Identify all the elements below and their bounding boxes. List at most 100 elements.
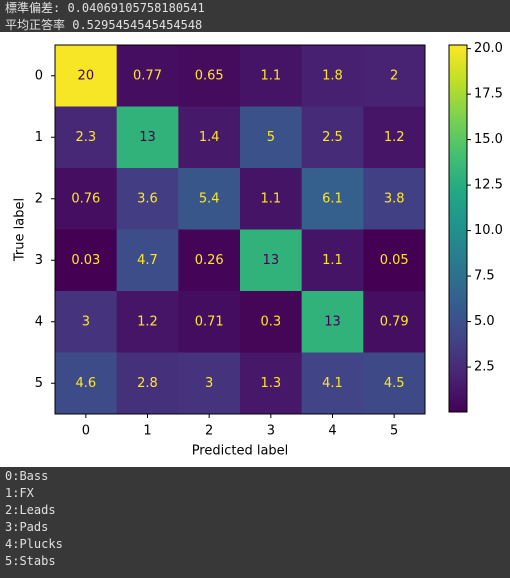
cell-label: 3 (82, 314, 90, 329)
cell-label: 3.6 (137, 191, 158, 206)
cell-label: 1.1 (322, 253, 343, 268)
footer-line: 4:Plucks (5, 537, 63, 551)
cell-label: 0.3 (260, 314, 281, 329)
cell (178, 229, 241, 292)
cell (116, 291, 179, 353)
cell (55, 229, 118, 292)
chart: 20 0.77 0.65 1.1 1.8 22.3 13 1.4 5 2.5 1.20.76 3.6 5… (0, 32, 510, 467)
cell (178, 106, 241, 169)
x-tick-label: 2 (205, 424, 213, 439)
colorbar-tick-label: 10.0 (474, 223, 503, 238)
cell (240, 45, 303, 107)
x-tick-label: 1 (143, 424, 151, 439)
x-tick-label: 5 (390, 424, 398, 439)
cell-label: 3 (205, 376, 213, 391)
footer-line: 5:Stabs (5, 554, 56, 568)
cell-label: 5.4 (199, 191, 220, 206)
cell-label: 0.05 (380, 253, 409, 268)
footer-line: 2:Leads (5, 503, 56, 517)
cell (55, 106, 118, 169)
cell-label: 5 (267, 130, 275, 145)
colorbar-tick-label: 7.5 (474, 269, 495, 284)
cell (178, 291, 241, 353)
x-axis-label: Predicted label (192, 444, 289, 459)
cell (363, 229, 426, 292)
cell (301, 229, 364, 292)
header-line: 標準偏差: 0.04069105758180541 (5, 1, 205, 15)
cell (301, 168, 364, 230)
cell-label: 0.03 (71, 253, 100, 268)
cell-label: 13 (139, 130, 156, 145)
cell-label: 0.79 (380, 314, 409, 329)
cell-label: 2.5 (322, 130, 343, 145)
y-axis-label: True label (13, 198, 28, 262)
colorbar-tick-label: 2.5 (474, 360, 495, 375)
cell (363, 352, 426, 415)
x-tick-label: 3 (267, 424, 275, 439)
cell (116, 168, 179, 230)
cell (55, 352, 118, 415)
cell (55, 168, 118, 230)
cell-label: 3.8 (384, 191, 405, 206)
x-tick-label: 0 (82, 424, 90, 439)
cell-label: 4.7 (137, 253, 158, 268)
cell (55, 291, 118, 353)
y-tick-label: 5 (35, 376, 43, 391)
cell-label: 2.3 (75, 130, 96, 145)
cell (55, 45, 118, 107)
header-line: 平均正答率 0.5295454545454548 (5, 18, 203, 32)
cell-label: 1.2 (384, 130, 405, 145)
cell (301, 352, 364, 415)
cell-label: 0.71 (195, 314, 224, 329)
cell-label: 4.6 (75, 376, 96, 391)
cell (116, 45, 179, 107)
cell-label: 13 (324, 314, 341, 329)
cell-label: 1.2 (137, 314, 158, 329)
cell-label: 1.8 (322, 68, 343, 83)
y-tick-label: 2 (35, 191, 43, 206)
cell (240, 168, 303, 230)
cell (116, 106, 179, 169)
cell (363, 106, 426, 169)
cell (178, 352, 241, 415)
cell-label: 2.8 (137, 376, 158, 391)
colorbar-tick-label: 20.0 (474, 41, 503, 56)
cell-label: 0.77 (133, 68, 162, 83)
cell-label: 13 (263, 253, 280, 268)
cell (178, 168, 241, 230)
output-header: 標準偏差: 0.04069105758180541 平均正答率 0.529545… (0, 0, 510, 32)
cell-label: 4.5 (384, 376, 405, 391)
cell (363, 291, 426, 353)
cell-label: 0.26 (195, 253, 224, 268)
colorbar (448, 44, 468, 413)
cell (301, 106, 364, 169)
footer-line: 3:Pads (5, 520, 49, 534)
cell-label: 2 (390, 68, 398, 83)
cell (240, 106, 303, 169)
cell-label: 1.1 (260, 191, 281, 206)
y-tick-label: 0 (35, 68, 43, 83)
cell (240, 291, 303, 353)
cell-label: 1.1 (260, 68, 281, 83)
cell (301, 45, 364, 107)
y-tick-label: 4 (35, 314, 43, 329)
colorbar-tick-label: 15.0 (474, 132, 503, 147)
y-tick-label: 1 (35, 130, 43, 145)
cell (301, 291, 364, 353)
cell (178, 45, 241, 107)
colorbar-tick-label: 5.0 (474, 314, 495, 329)
cell (240, 229, 303, 292)
cell (240, 352, 303, 415)
footer-line: 0:Bass (5, 469, 49, 483)
cell (363, 45, 426, 107)
colorbar-tick-label: 12.5 (474, 178, 503, 193)
footer-line: 1:FX (5, 486, 34, 500)
output-footer: 0:Bass 1:FX 2:Leads 3:Pads 4:Plucks 5:Stabs (0, 467, 510, 578)
colorbar-tick-label: 17.5 (474, 87, 503, 102)
cell (363, 168, 426, 230)
cell-label: 20 (78, 68, 95, 83)
x-tick-label: 4 (328, 424, 336, 439)
cell-label: 1.4 (199, 130, 220, 145)
cell (116, 229, 179, 292)
